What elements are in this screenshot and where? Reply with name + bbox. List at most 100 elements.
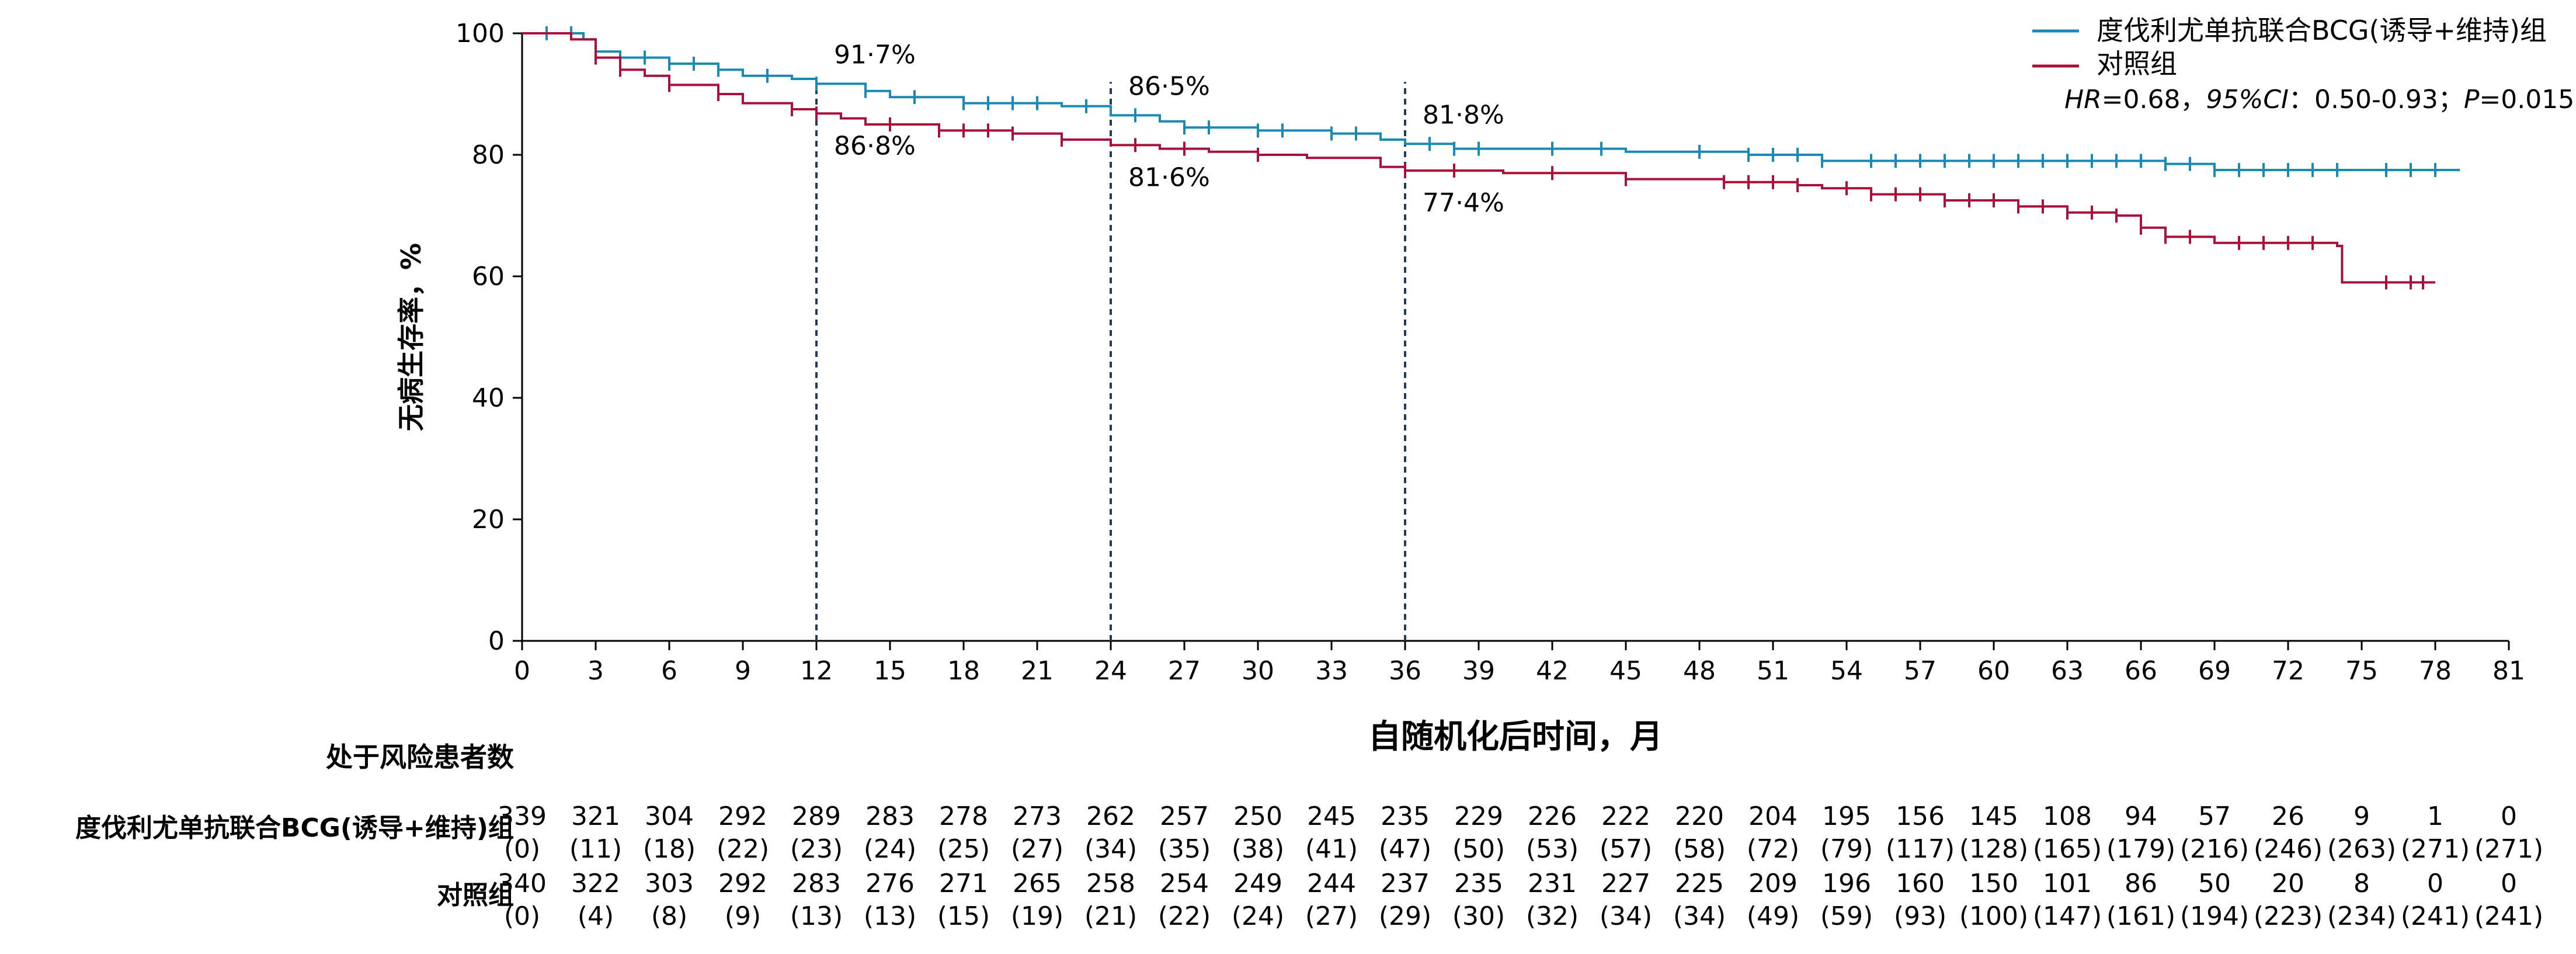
legend: 度伐利尤单抗联合BCG(诱导+维持)组 对照组 HR=0.68，95%CI：0.…	[2032, 15, 2574, 115]
risk-censored-count: (22)	[1158, 901, 1211, 931]
risk-censored-count: (34)	[1084, 834, 1137, 864]
risk-count: 283	[792, 869, 841, 899]
y-tick-label: 20	[472, 505, 505, 535]
risk-count: 8	[2353, 869, 2370, 899]
risk-censored-count: (179)	[2106, 834, 2175, 864]
x-tick-label: 9	[735, 656, 751, 686]
risk-count: 26	[2272, 802, 2304, 831]
risk-count: 0	[2501, 869, 2517, 899]
risk-censored-count: (29)	[1379, 901, 1431, 931]
survival-annotation: 81·8%	[1423, 100, 1504, 130]
risk-count: 321	[571, 802, 620, 831]
x-tick-label: 81	[2492, 656, 2525, 686]
survival-annotation: 86·5%	[1128, 71, 1210, 101]
risk-censored-count: (161)	[2106, 901, 2175, 931]
risk-count: 225	[1675, 869, 1724, 899]
risk-censored-count: (234)	[2327, 901, 2396, 931]
risk-count: 244	[1307, 869, 1356, 899]
survival-annotation: 77·4%	[1423, 188, 1504, 218]
x-tick-label: 42	[1536, 656, 1569, 686]
risk-count: 195	[1822, 802, 1871, 831]
risk-count: 222	[1601, 802, 1650, 831]
risk-row-label: 度伐利尤单抗联合BCG(诱导+维持)组	[75, 813, 514, 843]
x-tick-label: 3	[587, 656, 604, 686]
risk-censored-count: (246)	[2254, 834, 2323, 864]
axes: 0 3 6 9 12 15 18 21 24 27 30 33 36 39 42 45 48 51 54 57 60 63…	[456, 19, 2525, 686]
y-tick-label: 0	[488, 626, 505, 656]
x-tick-label: 75	[2345, 656, 2378, 686]
risk-censored-count: (79)	[1820, 834, 1873, 864]
risk-count: 340	[498, 869, 547, 899]
risk-count: 258	[1086, 869, 1135, 899]
x-tick-label: 6	[661, 656, 677, 686]
survival-annotation: 91·7%	[834, 40, 916, 70]
risk-count: 220	[1675, 802, 1724, 831]
risk-censored-count: (30)	[1452, 901, 1505, 931]
risk-censored-count: (21)	[1084, 901, 1137, 931]
risk-censored-count: (41)	[1305, 834, 1358, 864]
risk-count: 196	[1822, 869, 1871, 899]
risk-count: 292	[718, 802, 767, 831]
risk-count: 0	[2501, 802, 2517, 831]
risk-censored-count: (165)	[2033, 834, 2102, 864]
risk-count: 235	[1454, 869, 1503, 899]
risk-count: 237	[1381, 869, 1430, 899]
risk-count: 276	[865, 869, 915, 899]
risk-censored-count: (271)	[2401, 834, 2470, 864]
x-tick-label: 54	[1830, 656, 1863, 686]
risk-count: 156	[1896, 802, 1945, 831]
risk-count: 304	[645, 802, 694, 831]
x-tick-label: 30	[1242, 656, 1274, 686]
y-tick-label: 40	[472, 383, 505, 413]
risk-row-label: 对照组	[437, 880, 514, 910]
survival-curve-control	[522, 32, 2435, 284]
risk-count: 289	[792, 802, 841, 831]
risk-censored-count: (27)	[1011, 834, 1063, 864]
risk-count: 262	[1086, 802, 1135, 831]
risk-count: 322	[571, 869, 620, 899]
x-tick-label: 51	[1757, 656, 1789, 686]
risk-censored-count: (100)	[1959, 901, 2028, 931]
risk-count: 50	[2198, 869, 2231, 899]
risk-censored-count: (23)	[790, 834, 843, 864]
risk-count: 273	[1013, 802, 1062, 831]
risk-censored-count: (117)	[1886, 834, 1955, 864]
curves	[522, 26, 2460, 641]
y-tick-label: 60	[472, 262, 505, 292]
risk-count: 108	[2043, 802, 2092, 831]
risk-count: 339	[498, 802, 547, 831]
x-tick-label: 24	[1094, 656, 1127, 686]
x-tick-label: 45	[1609, 656, 1642, 686]
risk-count: 250	[1233, 802, 1282, 831]
x-tick-label: 69	[2198, 656, 2231, 686]
x-tick-label: 78	[2419, 656, 2452, 686]
x-tick-label: 72	[2272, 656, 2304, 686]
x-tick-label: 60	[1977, 656, 2010, 686]
x-tick-label: 39	[1462, 656, 1495, 686]
risk-count: 57	[2198, 802, 2231, 831]
risk-count: 150	[1969, 869, 2018, 899]
risk-count: 9	[2353, 802, 2370, 831]
risk-censored-count: (47)	[1379, 834, 1431, 864]
risk-count: 0	[2427, 869, 2443, 899]
risk-count: 254	[1160, 869, 1209, 899]
risk-censored-count: (13)	[790, 901, 843, 931]
risk-censored-count: (9)	[725, 901, 761, 931]
risk-censored-count: (35)	[1158, 834, 1211, 864]
x-tick-label: 15	[874, 656, 906, 686]
risk-count: 292	[718, 869, 767, 899]
x-tick-label: 0	[514, 656, 530, 686]
risk-count: 271	[939, 869, 988, 899]
risk-censored-count: (13)	[864, 901, 916, 931]
y-tick-label: 80	[472, 140, 505, 170]
risk-censored-count: (241)	[2474, 901, 2543, 931]
x-tick-label: 18	[947, 656, 980, 686]
risk-censored-count: (38)	[1232, 834, 1284, 864]
x-tick-label: 27	[1168, 656, 1201, 686]
risk-censored-count: (34)	[1673, 901, 1726, 931]
risk-count: 303	[645, 869, 694, 899]
risk-censored-count: (4)	[578, 901, 614, 931]
risk-count: 257	[1160, 802, 1209, 831]
